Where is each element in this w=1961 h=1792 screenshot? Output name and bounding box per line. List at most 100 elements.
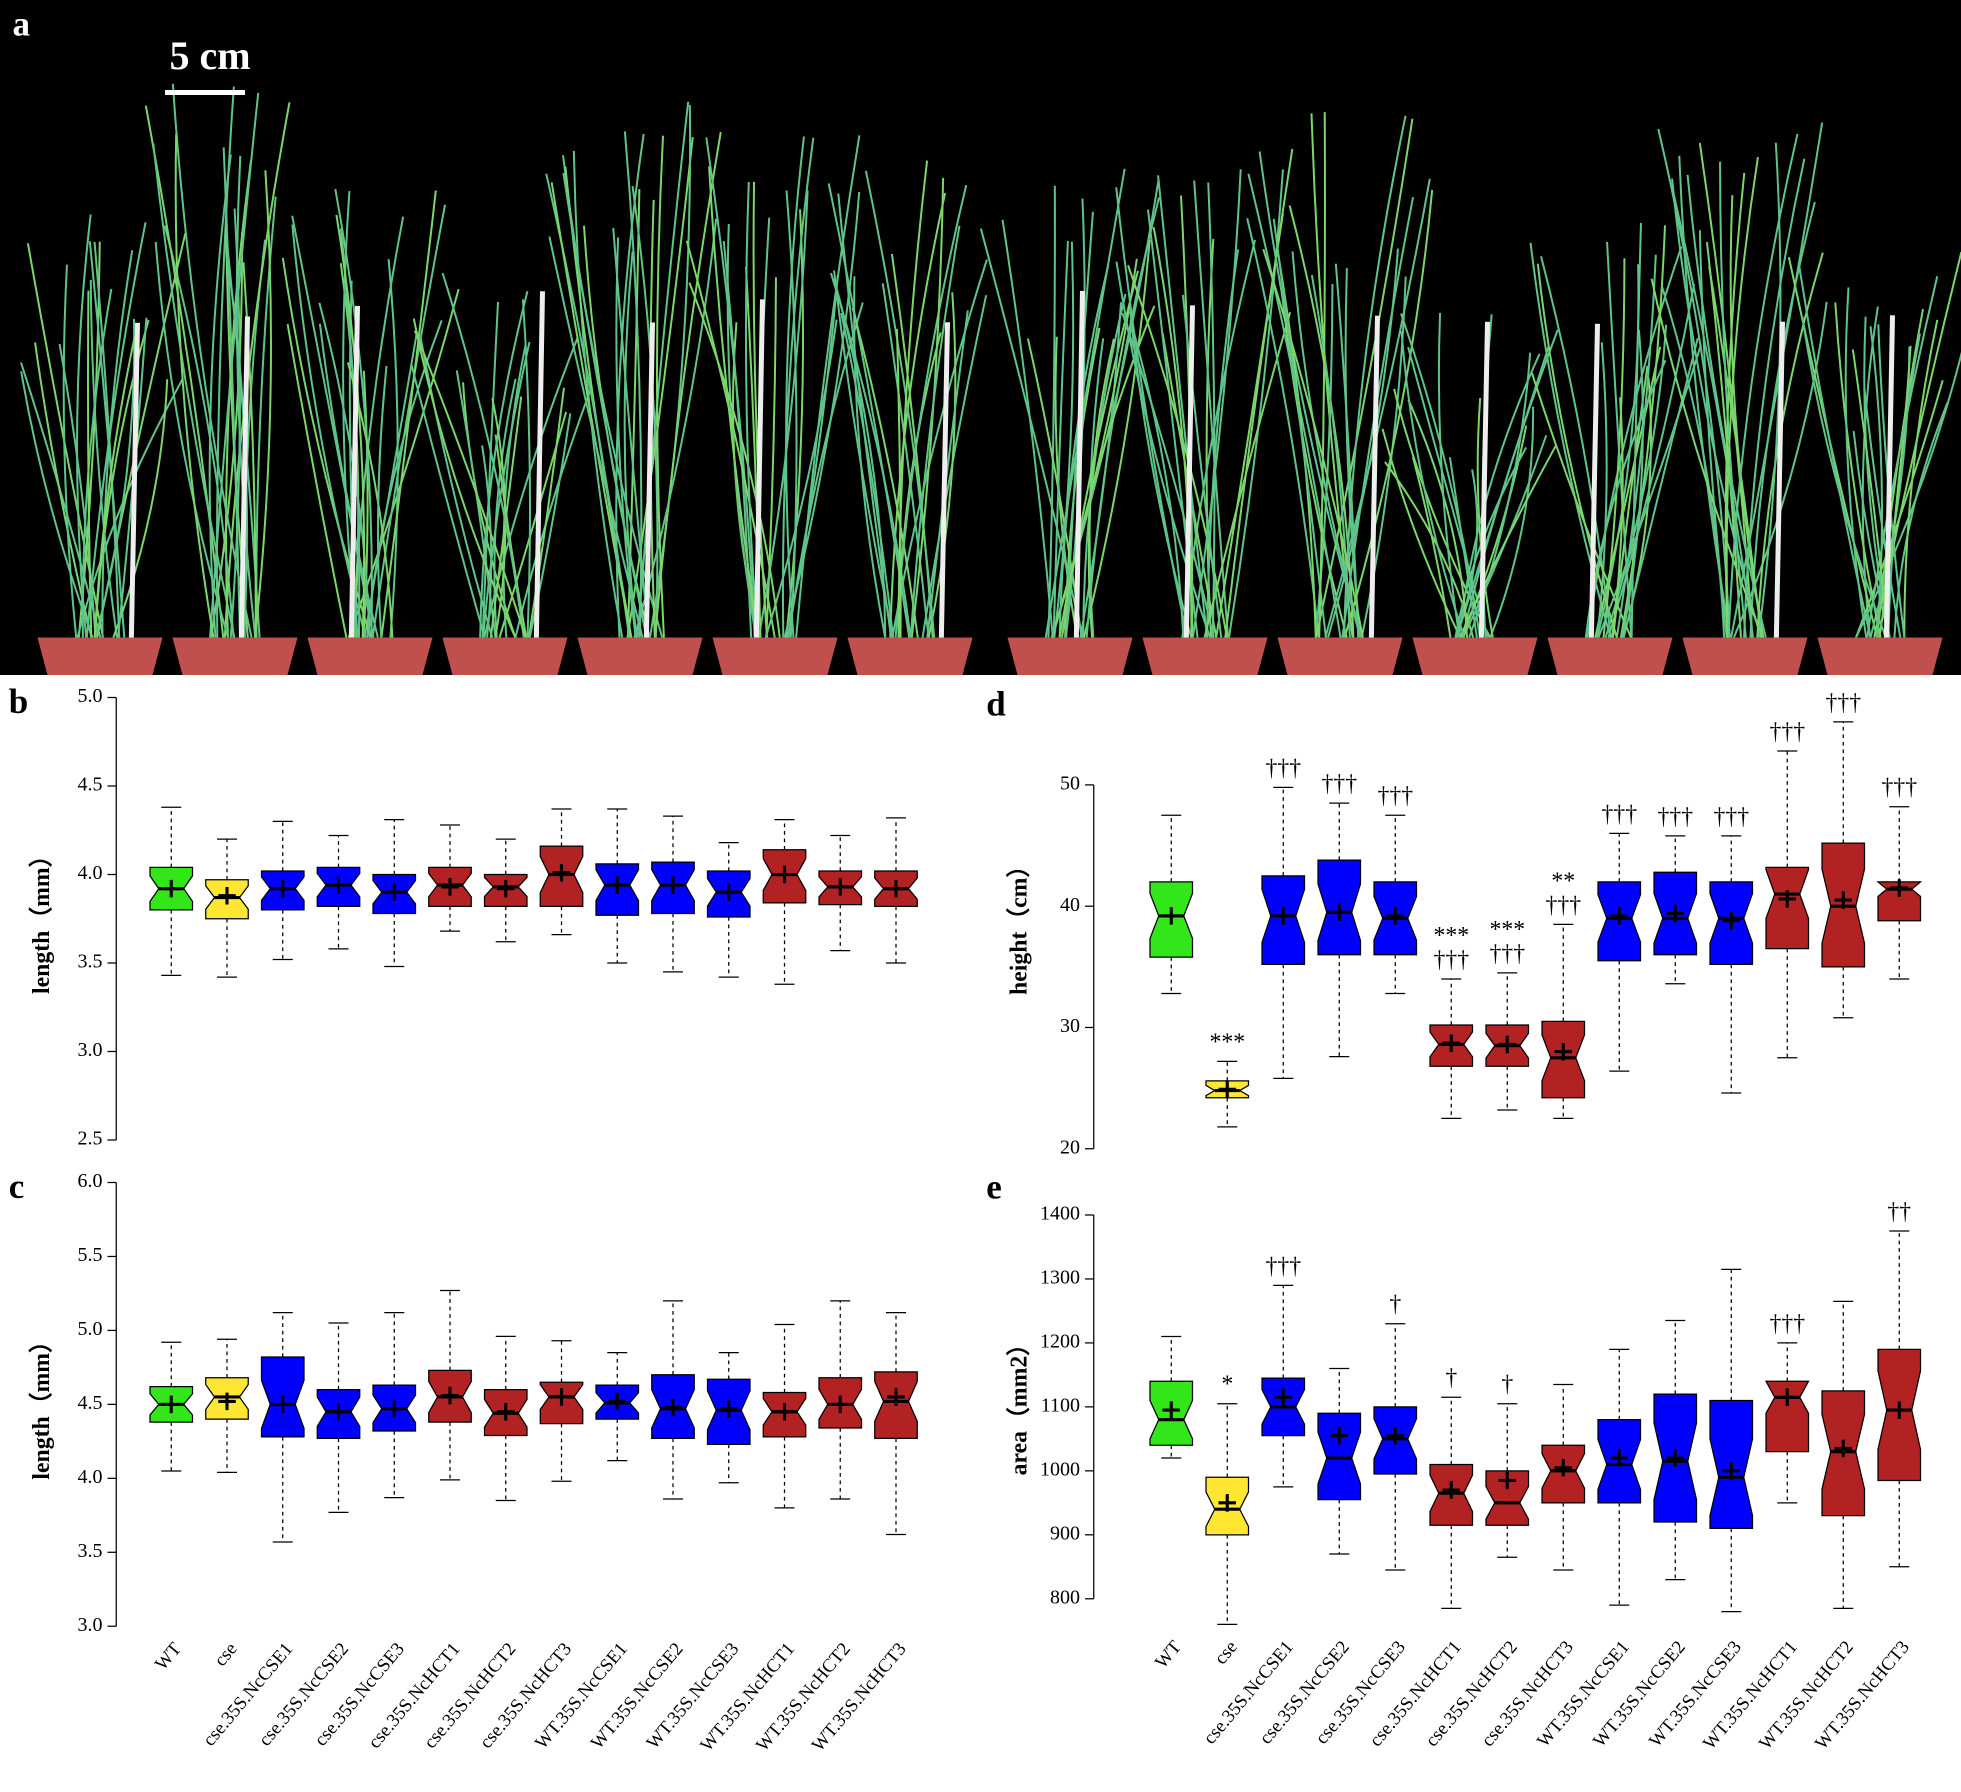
plant-stem bbox=[757, 190, 809, 638]
plant-stem bbox=[1719, 161, 1747, 638]
plant-stem bbox=[1455, 346, 1550, 638]
plant-stem bbox=[62, 264, 78, 638]
plant-stem bbox=[1411, 456, 1452, 638]
x-tick-label: WT bbox=[151, 1638, 186, 1674]
plant-stem bbox=[1903, 319, 1939, 638]
mean-marker bbox=[1610, 907, 1628, 925]
plant-stem bbox=[371, 204, 447, 638]
mean-marker bbox=[1274, 907, 1292, 925]
significance-label: ††† bbox=[1769, 719, 1805, 745]
x-tick-label: cse bbox=[1210, 1637, 1241, 1669]
box bbox=[1485, 1470, 1530, 1526]
y-tick-label: 800 bbox=[1050, 1586, 1080, 1608]
mean-marker bbox=[775, 1403, 794, 1421]
significance-label: ††† bbox=[1321, 771, 1357, 797]
photo-background bbox=[0, 0, 1961, 675]
y-tick-label: 5.0 bbox=[78, 1318, 103, 1340]
plant-stem bbox=[1053, 241, 1075, 638]
plant-stem bbox=[685, 240, 776, 638]
y-tick-label: 2.5 bbox=[78, 1128, 103, 1150]
plant-stem bbox=[1206, 249, 1240, 638]
plant-stem bbox=[1869, 326, 1884, 638]
mean-marker bbox=[1610, 1449, 1628, 1467]
plant-stake bbox=[1478, 321, 1490, 644]
plant-stem bbox=[94, 318, 136, 638]
plant-stem bbox=[1730, 122, 1824, 638]
plant-stem bbox=[1152, 227, 1193, 638]
box bbox=[1317, 1412, 1362, 1501]
panel-label: b bbox=[9, 682, 28, 721]
plant-stem bbox=[112, 379, 169, 638]
mean-marker bbox=[1554, 1042, 1572, 1061]
mean-marker bbox=[441, 878, 459, 896]
plant-pot bbox=[1007, 637, 1133, 675]
mean-marker bbox=[1330, 1426, 1348, 1445]
plant-stem bbox=[688, 282, 781, 638]
plant-stem bbox=[764, 319, 838, 638]
y-tick-label: 1300 bbox=[1040, 1267, 1080, 1289]
plant-stem bbox=[636, 101, 690, 638]
y-tick-label: 4.0 bbox=[78, 862, 103, 884]
plant-stem bbox=[441, 272, 525, 638]
plant-stem bbox=[572, 150, 624, 638]
plant-stem bbox=[527, 387, 565, 638]
y-tick-label: 3.0 bbox=[78, 1039, 103, 1061]
plant-pot bbox=[577, 637, 703, 675]
x-tick-label: cse bbox=[210, 1639, 241, 1671]
significance-label: ††† bbox=[1433, 947, 1469, 973]
plant-stem bbox=[909, 225, 961, 638]
plant-stem bbox=[152, 143, 236, 638]
plant-stem bbox=[708, 166, 760, 638]
plant-pot bbox=[712, 637, 838, 675]
mean-marker bbox=[887, 879, 905, 898]
plant-pot bbox=[1817, 637, 1943, 675]
plant-stem bbox=[1050, 258, 1138, 638]
plant-stem bbox=[1115, 261, 1211, 638]
plant-stem bbox=[837, 193, 893, 638]
y-tick-label: 4.0 bbox=[78, 1466, 103, 1488]
plant-stem bbox=[726, 223, 757, 638]
plant-stem bbox=[1224, 148, 1294, 638]
plant-stem bbox=[242, 262, 257, 638]
mean-marker bbox=[1778, 1388, 1796, 1407]
plant-stem bbox=[1801, 316, 1887, 638]
plant-stem bbox=[615, 133, 645, 638]
plant-stem bbox=[412, 318, 517, 638]
mean-marker bbox=[329, 876, 348, 894]
y-tick-label: 3.0 bbox=[78, 1614, 103, 1636]
plant-stem bbox=[765, 277, 777, 638]
plant-pot bbox=[1547, 637, 1673, 675]
plant-stem bbox=[362, 370, 369, 638]
plant-stem bbox=[881, 283, 930, 638]
plant-stem bbox=[550, 182, 632, 638]
plant-stem bbox=[514, 386, 593, 638]
plant-stem bbox=[76, 214, 92, 638]
plant-stem bbox=[229, 208, 241, 638]
mean-marker bbox=[552, 1388, 571, 1406]
plant-stem bbox=[1280, 290, 1348, 638]
plant-stem bbox=[481, 301, 500, 638]
mean-marker bbox=[1666, 904, 1684, 923]
plant-stem bbox=[89, 279, 118, 638]
mean-marker bbox=[1330, 903, 1348, 921]
plant-stem bbox=[58, 343, 97, 638]
y-tick-label: 4.5 bbox=[78, 1392, 103, 1414]
mean-marker bbox=[218, 886, 236, 905]
y-tick-label: 6.0 bbox=[78, 1170, 103, 1192]
plant-stem bbox=[235, 155, 257, 638]
plant-stem bbox=[376, 365, 388, 638]
plant-stem bbox=[208, 154, 232, 638]
plant-stake bbox=[1183, 305, 1195, 644]
plant-stem bbox=[20, 371, 94, 638]
plant-stake bbox=[938, 322, 950, 644]
plant-stem bbox=[626, 136, 694, 638]
y-tick-label: 900 bbox=[1050, 1522, 1080, 1544]
significance-label: † bbox=[1501, 1372, 1513, 1398]
box bbox=[1764, 1380, 1810, 1453]
mean-marker bbox=[1218, 1080, 1236, 1099]
plant-stem bbox=[1193, 180, 1230, 638]
mean-marker bbox=[1162, 907, 1180, 925]
mean-marker bbox=[1386, 1426, 1404, 1445]
plant-stem bbox=[1607, 283, 1696, 638]
y-axis-label: area（mm2） bbox=[1006, 1332, 1033, 1475]
